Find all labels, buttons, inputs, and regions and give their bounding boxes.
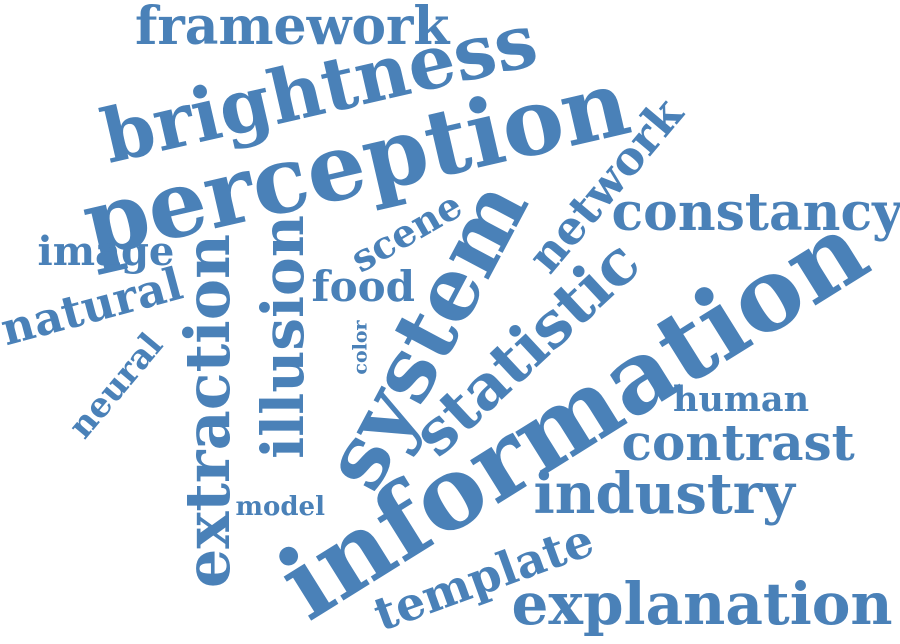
word-color: color — [349, 319, 372, 375]
word-industry: industry — [533, 461, 795, 527]
word-framework: framework — [135, 0, 450, 57]
word-neural: neural — [60, 325, 172, 447]
word-extraction: extraction — [171, 233, 245, 589]
word-constancy: constancy — [611, 182, 900, 243]
word-food: food — [311, 262, 415, 311]
word-model: model — [235, 492, 325, 522]
word-illusion: illusion — [248, 215, 317, 459]
word-human: human — [673, 378, 810, 420]
word-explanation: explanation — [511, 570, 893, 638]
word-image: image — [37, 228, 175, 275]
word-contrast: contrast — [621, 413, 855, 472]
